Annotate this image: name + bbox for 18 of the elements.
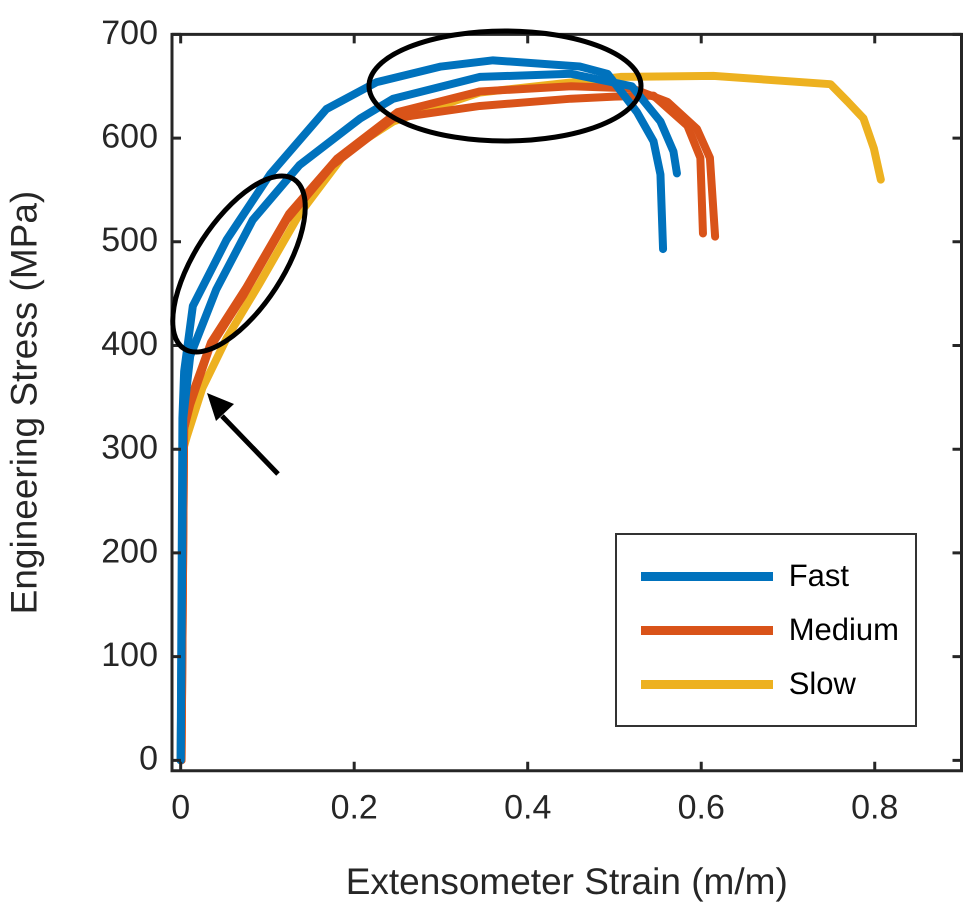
- y-tick-label: 500: [101, 221, 158, 260]
- x-tick-label: 0.6: [678, 788, 725, 826]
- legend-label: Slow: [788, 666, 856, 702]
- legend-label: Fast: [788, 558, 850, 594]
- x-tick-label: 0.8: [851, 788, 898, 826]
- x-tick-label: 0: [171, 788, 190, 826]
- y-axis-title: Engineering Stress (MPa): [3, 190, 44, 614]
- x-tick-label: 0.2: [330, 788, 378, 826]
- x-tick-label: 0.4: [504, 788, 552, 826]
- x-axis-title: Extensometer Strain (m/m): [346, 861, 788, 902]
- legend-label: Medium: [788, 612, 899, 648]
- y-tick-label: 600: [101, 117, 158, 156]
- y-tick-label: 0: [139, 740, 158, 778]
- y-tick-label: 700: [101, 14, 158, 52]
- y-tick-label: 100: [101, 636, 158, 674]
- y-tick-label: 400: [101, 324, 158, 363]
- y-tick-label: 200: [101, 532, 158, 570]
- y-tick-label: 300: [101, 428, 158, 467]
